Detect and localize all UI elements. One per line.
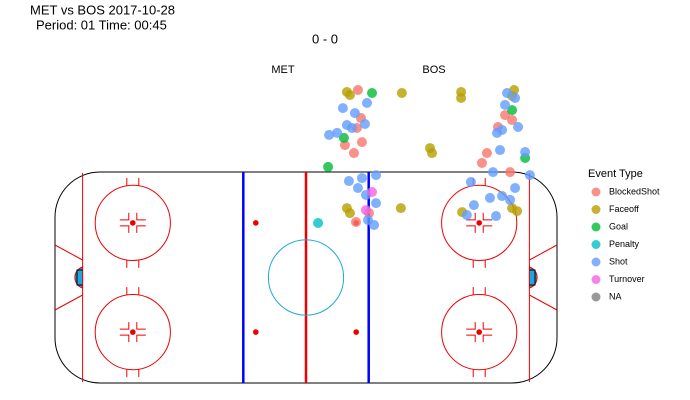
legend: Event Type BlockedShot Faceoff Goal Penalty… (588, 168, 660, 302)
legend-label: Turnover (609, 274, 645, 284)
point (502, 87, 513, 98)
point (396, 87, 407, 98)
point (344, 89, 355, 100)
point (356, 173, 367, 184)
team-label: BOS (422, 64, 445, 76)
point (456, 92, 467, 103)
point (513, 121, 524, 132)
legend-label: Shot (609, 256, 628, 266)
point (512, 206, 523, 217)
team-label: MET (271, 64, 295, 76)
point (367, 87, 378, 98)
point (487, 167, 498, 178)
point (371, 170, 382, 181)
point (349, 108, 360, 119)
legend-swatch (591, 292, 601, 302)
legend-swatch (591, 240, 601, 249)
point (360, 205, 371, 216)
legend-label: Faceoff (609, 204, 639, 214)
rink (54, 171, 558, 384)
point (332, 127, 343, 138)
legend-swatch (591, 187, 601, 197)
point (510, 92, 521, 103)
point (500, 110, 511, 121)
score: 0 - 0 (312, 31, 338, 46)
point (369, 219, 380, 230)
point (505, 167, 516, 178)
point (350, 216, 361, 227)
point (491, 211, 502, 222)
point (484, 192, 495, 203)
point (371, 198, 382, 209)
points (313, 85, 535, 230)
chart-subtitle: Period: 01 Time: 00:45 (36, 17, 167, 32)
legend-swatch (591, 257, 601, 267)
point (500, 99, 511, 110)
point (476, 157, 487, 168)
point (507, 115, 518, 126)
legend-label: Penalty (609, 239, 640, 249)
point (520, 147, 531, 158)
point (352, 85, 363, 96)
legend-label: Goal (609, 221, 628, 231)
point (497, 190, 508, 201)
point (343, 176, 354, 187)
point (337, 103, 348, 114)
point (348, 148, 359, 159)
point (495, 145, 506, 156)
legend-label: BlockedShot (609, 186, 660, 196)
point (344, 208, 355, 219)
point (323, 161, 334, 172)
point (505, 194, 516, 205)
point (465, 177, 476, 188)
point (524, 170, 535, 181)
legend-swatch (591, 205, 601, 214)
legend-label: NA (609, 291, 622, 301)
legend-swatch (591, 222, 601, 232)
point (313, 217, 324, 228)
chart-title: MET vs BOS 2017-10-28 (30, 2, 175, 17)
point (361, 97, 372, 108)
point (356, 137, 367, 148)
point (492, 127, 503, 138)
point (468, 200, 479, 211)
legend-title: Event Type (588, 168, 643, 180)
point (481, 148, 492, 159)
point (324, 129, 335, 140)
point (352, 183, 363, 194)
point (427, 148, 438, 159)
point (359, 119, 370, 130)
point (395, 203, 406, 214)
point (367, 186, 378, 197)
point (510, 183, 521, 194)
point (346, 122, 357, 133)
point (507, 105, 518, 116)
point (461, 210, 472, 221)
legend-swatch (591, 275, 601, 284)
